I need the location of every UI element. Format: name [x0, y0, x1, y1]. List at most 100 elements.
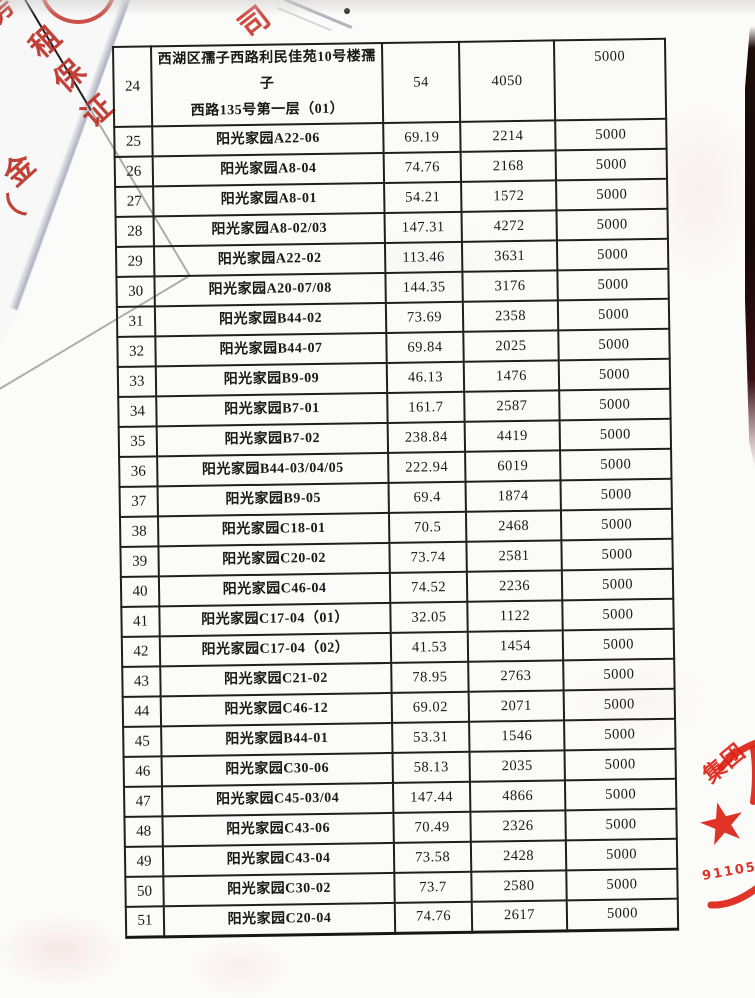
area-value: 73.58 [393, 841, 472, 873]
rent-table-body: 24 西湖区孺子西路利民佳苑10号楼孺子 西路135号第一层（01） 54 40… [113, 38, 679, 937]
area-value: 74.52 [389, 571, 468, 603]
deposit-value: 5000 [562, 628, 675, 661]
row-number: 46 [123, 756, 162, 787]
deposit-value: 5000 [560, 448, 672, 481]
amount-value: 2035 [469, 750, 565, 782]
property-name: 阳光家园A8-01 [153, 182, 385, 217]
property-name: 阳光家园A20-07/08 [154, 272, 386, 307]
area-value: 74.76 [383, 151, 462, 183]
amount-value: 2236 [466, 570, 563, 602]
property-name: 阳光家园B9-09 [155, 362, 388, 397]
area-value: 73.74 [389, 541, 467, 573]
area-value: 73.69 [385, 301, 464, 333]
amount-value: 2587 [464, 390, 560, 422]
property-name: 阳光家园A22-06 [152, 122, 384, 157]
property-name: 阳光家园C46-12 [160, 692, 393, 727]
amount-value: 4050 [458, 40, 556, 122]
property-name: 西湖区孺子西路利民佳苑10号楼孺子 西路135号第一层（01） [151, 42, 384, 127]
amount-value: 1546 [469, 720, 565, 752]
group-company-seal: 集团 ★ 91105 [691, 738, 755, 909]
property-name: 阳光家园C46-04 [158, 572, 391, 607]
page-corner-dot [344, 8, 350, 14]
property-name: 阳光家园B7-02 [156, 422, 389, 457]
property-name: 阳光家园B7-01 [156, 392, 388, 427]
under-page-corner-edge-2 [277, 7, 332, 32]
row-number: 38 [119, 516, 159, 547]
deposit-value: 5000 [558, 358, 671, 391]
row-number: 45 [123, 726, 162, 757]
row-number: 43 [122, 666, 161, 697]
area-value: 147.31 [384, 211, 462, 243]
property-name: 阳光家园C30-02 [163, 872, 395, 907]
property-name: 阳光家园B44-02 [154, 302, 387, 337]
row-number: 44 [122, 696, 162, 727]
area-value: 69.84 [386, 331, 464, 363]
area-value: 69.4 [388, 481, 466, 513]
row-number: 50 [125, 876, 164, 907]
row-number: 36 [119, 456, 158, 487]
deposit-value: 5000 [560, 508, 673, 541]
row-number: 35 [118, 426, 158, 457]
deposit-value: 5000 [559, 388, 671, 421]
row-number: 26 [114, 156, 154, 187]
area-value: 70.49 [393, 811, 471, 843]
deposit-value: 5000 [556, 238, 669, 271]
area-value: 46.13 [386, 361, 465, 393]
row-number: 48 [124, 816, 163, 847]
amount-value: 2468 [465, 510, 562, 542]
deposit-value: 5000 [555, 118, 667, 151]
table-row: 24 西湖区孺子西路利民佳苑10号楼孺子 西路135号第一层（01） 54 40… [113, 38, 667, 127]
row-number: 33 [117, 366, 157, 397]
deposit-value: 5000 [561, 538, 673, 571]
amount-value: 1476 [463, 360, 560, 392]
deposit-value: 5000 [558, 328, 670, 361]
area-value: 222.94 [388, 451, 466, 483]
seal-ring-top-arc [717, 739, 755, 772]
amount-value: 1454 [467, 630, 564, 662]
property-name: 阳光家园C21-02 [160, 662, 392, 697]
deposit-value: 5000 [565, 838, 678, 871]
amount-value: 2428 [470, 840, 567, 872]
row-number: 51 [125, 906, 165, 937]
rent-table: 24 西湖区孺子西路利民佳苑10号楼孺子 西路135号第一层（01） 54 40… [112, 37, 680, 939]
seal-ring-right-arc [750, 745, 755, 805]
row-number: 39 [120, 546, 159, 577]
deposit-value: 5000 [553, 38, 667, 121]
property-name: 阳光家园C45-03/04 [161, 782, 394, 817]
deposit-value: 5000 [560, 478, 672, 511]
property-name: 阳光家园C17-04（01） [159, 602, 391, 637]
amount-value: 1874 [465, 480, 561, 512]
area-value: 161.7 [387, 391, 465, 423]
deposit-value: 5000 [557, 268, 669, 301]
amount-value: 4272 [461, 210, 557, 242]
area-value: 73.7 [394, 871, 472, 903]
deposit-value: 5000 [555, 148, 668, 181]
deposit-value: 5000 [564, 778, 677, 811]
deposit-value: 5000 [566, 868, 678, 901]
property-name: 阳光家园B9-05 [157, 482, 389, 517]
area-value: 53.31 [392, 721, 470, 753]
area-value: 144.35 [385, 271, 463, 303]
property-name: 阳光家园C20-04 [163, 902, 396, 937]
area-value: 78.95 [391, 661, 469, 693]
seal-serial-number: 91105 [701, 860, 755, 884]
amount-value: 1572 [461, 180, 557, 212]
amount-value: 2071 [468, 690, 565, 722]
area-value: 58.13 [392, 751, 470, 783]
property-name: 阳光家园B44-07 [155, 332, 387, 367]
area-value: 54 [381, 41, 461, 123]
row-number: 49 [124, 846, 164, 877]
row-number: 24 [113, 46, 153, 127]
row-number: 41 [121, 606, 160, 637]
deposit-value: 5000 [559, 418, 672, 451]
row-number: 25 [114, 126, 153, 157]
row-number: 28 [115, 216, 154, 247]
amount-value: 1122 [467, 600, 563, 632]
property-name: 阳光家园C30-06 [161, 752, 393, 787]
amount-value: 2214 [460, 120, 556, 152]
amount-value: 2617 [471, 900, 568, 932]
amount-value: 3631 [461, 240, 558, 272]
amount-value: 2580 [471, 870, 567, 902]
amount-value: 6019 [465, 450, 561, 482]
